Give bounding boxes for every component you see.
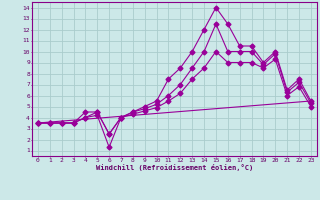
X-axis label: Windchill (Refroidissement éolien,°C): Windchill (Refroidissement éolien,°C) bbox=[96, 164, 253, 171]
